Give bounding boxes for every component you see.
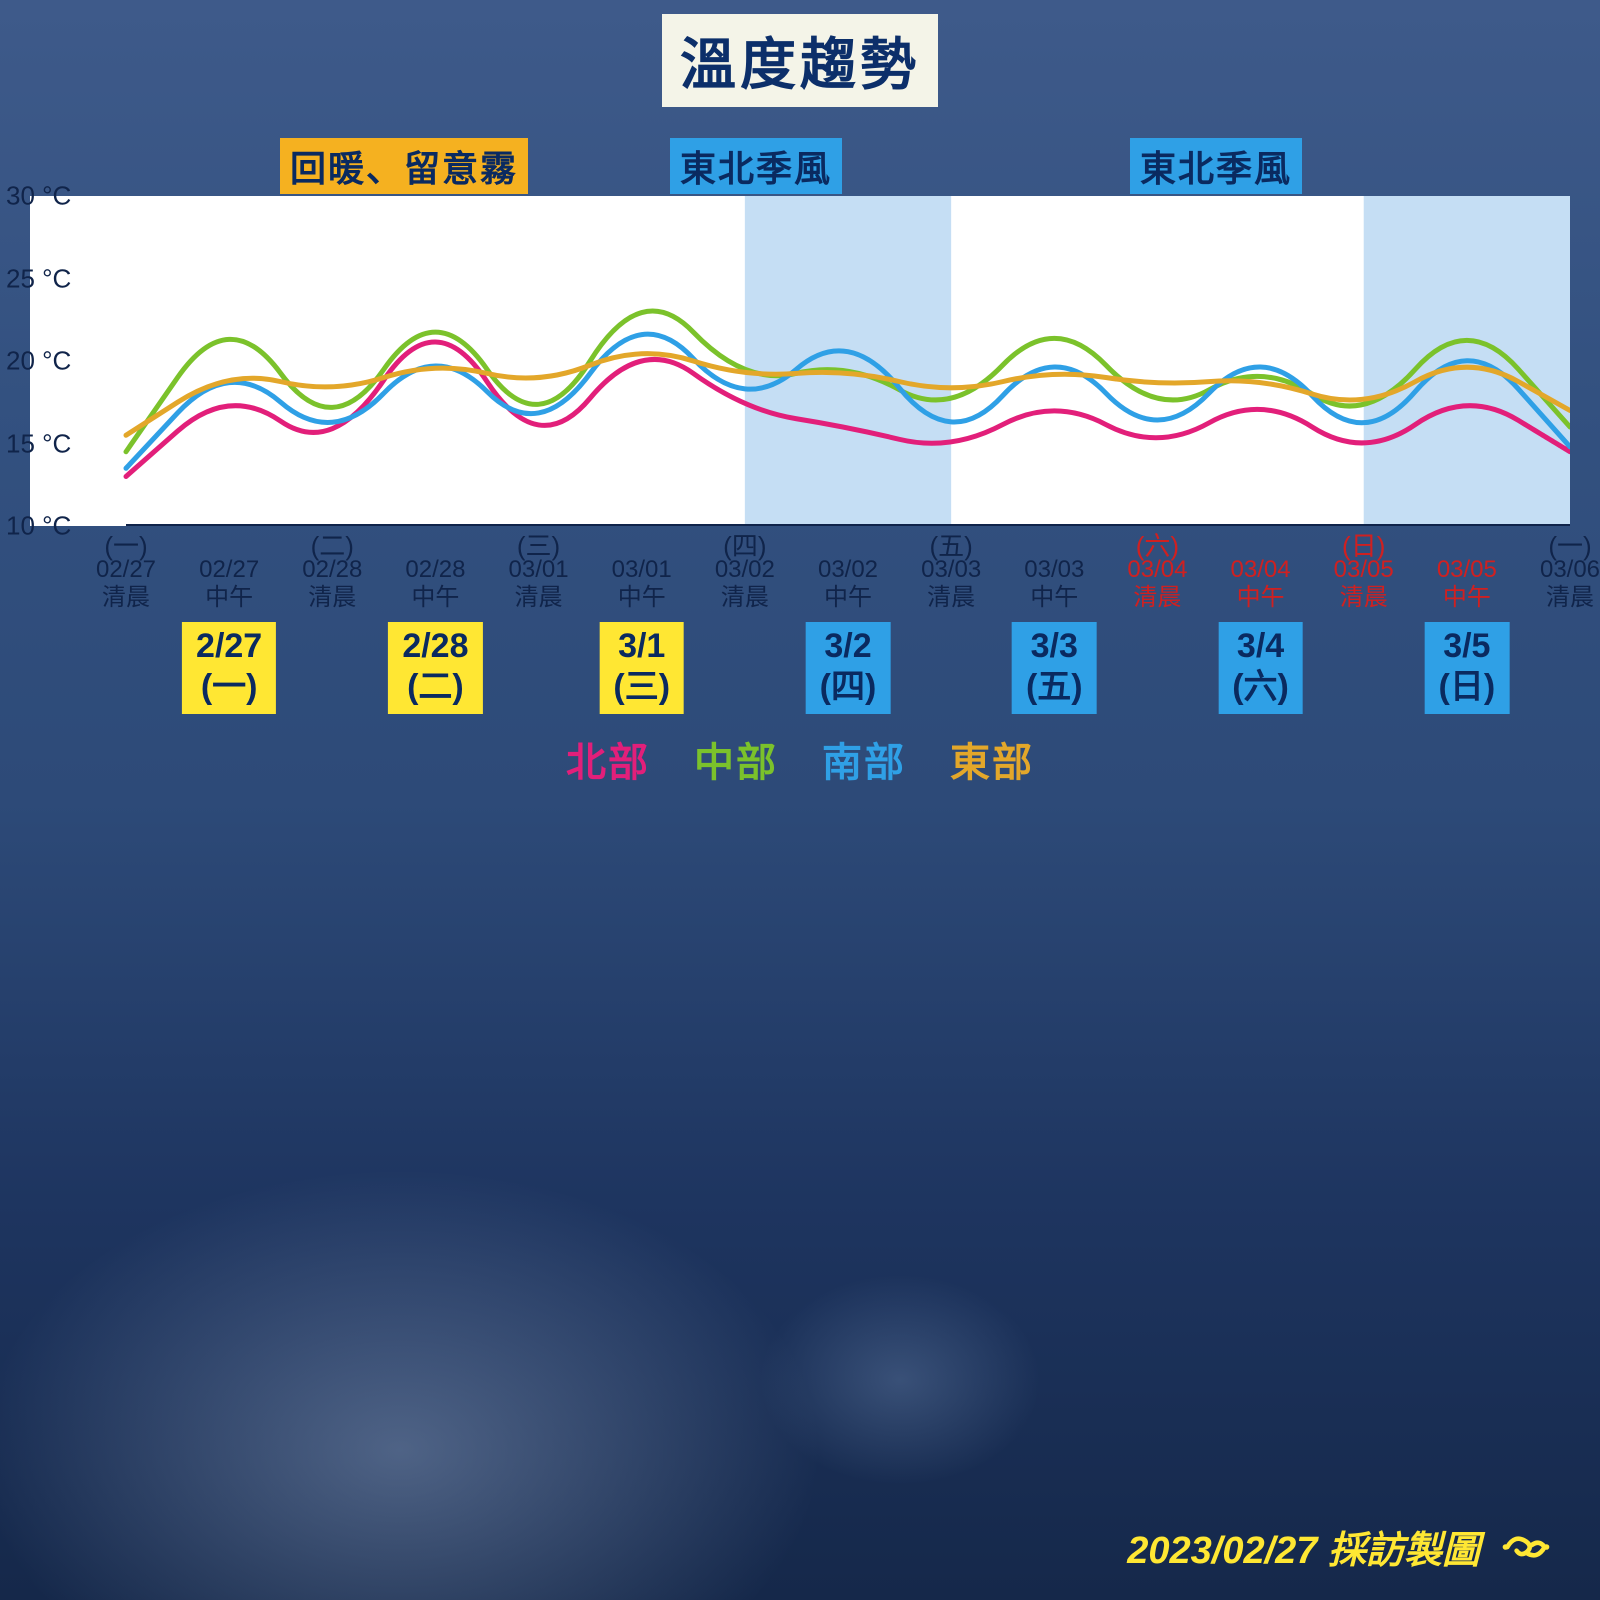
x-tick-label: 03/03中午 bbox=[1024, 556, 1084, 611]
x-tick-label: 03/05清晨 bbox=[1334, 556, 1394, 611]
date-chip: 3/2(四) bbox=[806, 622, 891, 714]
legend-item: 東部 bbox=[950, 730, 1034, 788]
y-tick-label: 15 °C bbox=[6, 428, 71, 459]
x-tick-label: 02/28清晨 bbox=[302, 556, 362, 611]
y-tick-label: 25 °C bbox=[6, 263, 71, 294]
date-chip: 2/27(一) bbox=[182, 622, 276, 714]
legend-item: 北部 bbox=[566, 730, 650, 788]
x-tick-label: 03/06清晨 bbox=[1540, 556, 1600, 611]
x-tick-label: 03/04清晨 bbox=[1127, 556, 1187, 611]
y-tick-label: 30 °C bbox=[6, 181, 71, 212]
chart-title: 溫度趨勢 bbox=[662, 14, 938, 107]
date-chip: 3/4(六) bbox=[1218, 622, 1303, 714]
footer-credit: 2023/02/27 採訪製圖 bbox=[1127, 1519, 1554, 1574]
x-tick-label: 02/27清晨 bbox=[96, 556, 156, 611]
chart-svg bbox=[30, 196, 1570, 526]
date-chip-row: 2/27(一) 2/28(二) 3/1(三) 3/2(四) 3/3(五) 3/4(六) 3/… bbox=[30, 622, 1570, 712]
y-axis-labels: 10 °C15 °C20 °C25 °C30 °C bbox=[0, 196, 96, 526]
date-chip: 3/5(日) bbox=[1425, 622, 1510, 714]
date-chip: 3/3(五) bbox=[1012, 622, 1097, 714]
weather-tag-row: 回暖、留意霧東北季風東北季風 bbox=[0, 138, 1600, 188]
y-tick-label: 20 °C bbox=[6, 346, 71, 377]
x-tick-label: 03/02中午 bbox=[818, 556, 878, 611]
weather-tag: 東北季風 bbox=[670, 138, 842, 194]
weather-tag: 東北季風 bbox=[1130, 138, 1302, 194]
date-chip: 2/28(二) bbox=[388, 622, 482, 714]
x-tick-label: 03/03清晨 bbox=[921, 556, 981, 611]
x-tick-label: 03/04中午 bbox=[1231, 556, 1291, 611]
x-tick-label: 02/28中午 bbox=[405, 556, 465, 611]
x-tick-label: 03/01中午 bbox=[612, 556, 672, 611]
weather-tag: 回暖、留意霧 bbox=[280, 138, 528, 194]
y-tick-label: 10 °C bbox=[6, 511, 71, 542]
date-chip: 3/1(三) bbox=[599, 622, 684, 714]
x-tick-label: 02/27中午 bbox=[199, 556, 259, 611]
x-tick-label: 03/01清晨 bbox=[509, 556, 569, 611]
legend-item: 南部 bbox=[822, 730, 906, 788]
x-tick-label: 03/05中午 bbox=[1437, 556, 1497, 611]
legend: 北部中部南部東部 bbox=[0, 730, 1600, 788]
legend-item: 中部 bbox=[694, 730, 778, 788]
temperature-chart bbox=[30, 196, 1570, 526]
shaded-period bbox=[745, 196, 951, 526]
x-tick-label: 03/02清晨 bbox=[715, 556, 775, 611]
footer-text: 2023/02/27 採訪製圖 bbox=[1127, 1519, 1480, 1574]
logo-icon bbox=[1498, 1527, 1554, 1567]
